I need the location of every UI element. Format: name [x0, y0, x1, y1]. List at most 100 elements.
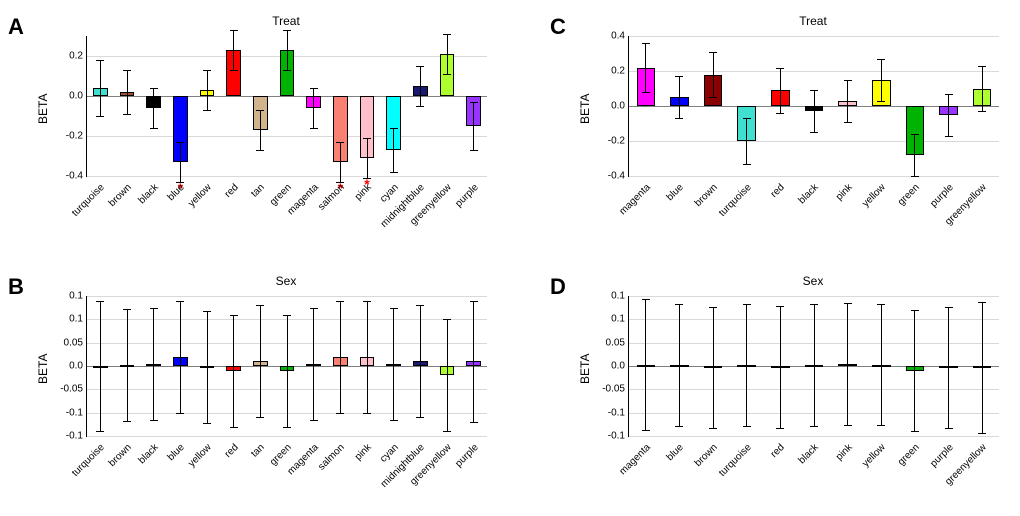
ytick: -0.1	[66, 431, 87, 442]
gridline	[629, 296, 999, 297]
errorbar	[847, 80, 848, 122]
errorbar	[420, 305, 421, 417]
errorcap	[176, 413, 184, 414]
errorbar	[367, 138, 368, 178]
xlabel-green: green	[857, 442, 921, 506]
errorcap	[844, 122, 852, 123]
ytick: -0.1	[608, 431, 629, 442]
errorcap	[844, 80, 852, 81]
errorcap	[945, 94, 953, 95]
xlabel-turquoise: turquoise	[689, 442, 753, 506]
errorbar	[420, 66, 421, 106]
errorcap	[709, 307, 717, 308]
errorcap	[310, 128, 318, 129]
errorcap	[810, 426, 818, 427]
errorbar	[473, 301, 474, 422]
panel-letter-A: A	[8, 14, 24, 40]
errorcap	[283, 30, 291, 31]
gridline	[87, 176, 487, 177]
gridline	[629, 141, 999, 142]
errorcap	[416, 417, 424, 418]
errorcap	[877, 59, 885, 60]
errorbar	[881, 304, 882, 425]
errorcap	[978, 302, 986, 303]
xlabel-brown: brown	[656, 442, 720, 506]
errorcap	[470, 422, 478, 423]
errorcap	[123, 421, 131, 422]
errorcap	[150, 88, 158, 89]
errorbar	[313, 88, 314, 128]
errorbar	[180, 301, 181, 413]
errorcap	[310, 308, 318, 309]
ytick: 0.4	[611, 31, 629, 42]
gridline	[629, 71, 999, 72]
xlabel-black: black	[756, 442, 820, 506]
errorcap	[709, 52, 717, 53]
errorbar	[679, 304, 680, 425]
errorcap	[390, 420, 398, 421]
errorcap	[443, 34, 451, 35]
errorcap	[310, 88, 318, 89]
errorcap	[443, 319, 451, 320]
errorcap	[336, 142, 344, 143]
errorcap	[203, 311, 211, 312]
ytick: -0.2	[608, 136, 629, 147]
errorcap	[844, 303, 852, 304]
errorbar	[746, 304, 747, 425]
gridline	[87, 436, 487, 437]
xlabel-greenyellow: greenyellow	[925, 182, 989, 246]
gridline	[629, 436, 999, 437]
errorcap	[642, 92, 650, 93]
errorbar	[340, 142, 341, 182]
errorbar	[367, 301, 368, 413]
errorcap	[123, 70, 131, 71]
ytick: -0.1	[608, 407, 629, 418]
errorbar	[914, 310, 915, 431]
errorcap	[203, 70, 211, 71]
errorcap	[150, 420, 158, 421]
panel-title-B: Sex	[86, 274, 486, 288]
ytick: 0.05	[606, 337, 629, 348]
errorcap	[642, 299, 650, 300]
ytick: 0.0	[69, 361, 87, 372]
xlabel-red: red	[723, 442, 787, 506]
errorcap	[911, 176, 919, 177]
panel-A: ATreatBETA-0.4-0.20.00.2***turquoisebrow…	[8, 8, 488, 248]
errorcap	[443, 74, 451, 75]
errorbar	[127, 70, 128, 114]
errorcap	[416, 305, 424, 306]
errorcap	[96, 60, 104, 61]
errorcap	[230, 427, 238, 428]
panel-title-A: Treat	[86, 14, 486, 28]
errorcap	[230, 70, 238, 71]
panel-letter-B: B	[8, 274, 24, 300]
errorcap	[470, 150, 478, 151]
xlabel-turquoise: turquoise	[689, 182, 753, 246]
errorcap	[877, 101, 885, 102]
errorbar	[914, 134, 915, 176]
errorcap	[675, 76, 683, 77]
errorbar	[100, 60, 101, 116]
errorcap	[743, 304, 751, 305]
xlabel-brown: brown	[656, 182, 720, 246]
ytick: 0.2	[69, 51, 87, 62]
errorbar	[780, 306, 781, 427]
errorbar	[207, 311, 208, 423]
plot-area-D: -0.1-0.1-0.050.00.050.10.1	[628, 296, 999, 437]
errorcap	[743, 426, 751, 427]
ytick: 0.1	[611, 314, 629, 325]
errorbar	[814, 304, 815, 425]
xlabel-greenyellow: greenyellow	[925, 442, 989, 506]
errorbar	[473, 102, 474, 150]
errorcap	[150, 308, 158, 309]
plot-area-B: -0.1-0.1-0.050.00.050.10.1	[86, 296, 487, 437]
ytick: -0.05	[60, 384, 87, 395]
gridline	[629, 36, 999, 37]
errorcap	[978, 433, 986, 434]
errorcap	[363, 301, 371, 302]
errorbar	[340, 301, 341, 413]
errorcap	[443, 431, 451, 432]
panel-C: CTreatBETA-0.4-0.20.00.20.4magentabluebr…	[550, 8, 1006, 248]
panel-title-D: Sex	[628, 274, 998, 288]
plot-area-A: -0.4-0.20.00.2***	[86, 36, 487, 177]
